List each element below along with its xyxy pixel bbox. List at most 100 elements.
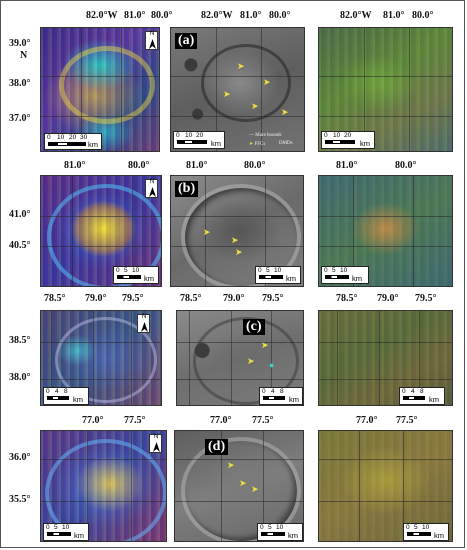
scale-tick: 10 (62, 524, 70, 531)
panel-d-ratio: 0 5 10 km (318, 430, 453, 542)
scale-tick: 4 (55, 388, 59, 395)
legend-ffcs: ➤ FFCs (249, 142, 266, 147)
ffc-arrow-icon: ➤ (239, 478, 247, 488)
scale-tick: 5 (124, 267, 128, 274)
grid-line (189, 311, 190, 405)
grid-line (263, 431, 264, 541)
legend-dmds: DMDs (279, 141, 293, 146)
scale-bar-d-mid: 0 5 10 km (257, 523, 303, 541)
panel-a-rgb-composite: N 0 10 20 30 km (40, 27, 160, 152)
scale-tick: 0 (324, 267, 328, 274)
grid-line (319, 216, 452, 217)
grid-line (319, 342, 452, 343)
grid-line (364, 28, 365, 151)
panel-b-rgb-composite: N 0 5 10 km (40, 175, 162, 287)
scale-unit: km (73, 395, 83, 404)
row-c-lon-3-mid: 79.5° (262, 293, 284, 304)
ffc-arrow-icon: ➤ (247, 356, 255, 366)
scale-tick: 0 (406, 524, 410, 531)
scale-bar-graphic (325, 140, 355, 144)
legend-ffcs-label: FFCs (254, 142, 266, 147)
grid-line (175, 459, 303, 460)
scale-tick: 0 (260, 524, 264, 531)
row-b-lon-2-left: 80.0° (128, 160, 150, 171)
grid-line (41, 76, 159, 77)
ffc-arrow-icon: ➤ (261, 340, 269, 350)
scale-unit: km (360, 139, 370, 148)
north-arrow-icon: N (149, 434, 162, 453)
row-b-lon-2-mid: 80.0° (244, 160, 266, 171)
scale-unit: km (429, 395, 439, 404)
panel-d-ratio-striping (319, 431, 452, 541)
dmd-marker-icon: ● (269, 360, 275, 370)
grid-line (131, 311, 132, 405)
grid-line (72, 176, 73, 286)
scale-tick: 20 (69, 134, 77, 141)
grid-line (205, 176, 206, 286)
row-c-lon-1-right: 78.5° (336, 293, 358, 304)
north-arrow-icon: N (145, 179, 158, 198)
scale-tick: 0 (46, 524, 50, 531)
scale-unit: km (74, 531, 84, 540)
row-b-lat-2: 40.5° (9, 240, 31, 251)
scale-tick: 0 (258, 267, 262, 274)
grid-line (171, 116, 304, 117)
scale-tick: 10 (57, 134, 65, 141)
row-a-lat-2: 38.0° (9, 78, 31, 89)
scale-tick: 0 (47, 134, 51, 141)
scale-unit: km (434, 531, 444, 540)
grid-line (171, 246, 303, 247)
scale-bar-graphic (259, 275, 283, 279)
scale-tick: 10 (132, 267, 140, 274)
grid-line (51, 311, 52, 405)
scale-bar-graphic (177, 140, 207, 144)
panel-c-gray-crater-rim (193, 317, 299, 405)
panel-a-ratio-striping (319, 28, 452, 151)
scale-tick: 10 (422, 524, 430, 531)
panel-label-d: (d) (205, 439, 229, 455)
grid-line (93, 311, 94, 405)
scale-bar-graphic (117, 275, 141, 279)
scale-bar-graphic (407, 532, 431, 536)
grid-line (409, 28, 410, 151)
row-c-lon-2-right: 79.0° (377, 293, 399, 304)
scale-bar-graphic (47, 532, 71, 536)
scale-bar-graphic (263, 396, 285, 400)
scale-bar-b-mid: 0 5 10 km (255, 266, 301, 284)
scale-tick: 8 (420, 388, 424, 395)
panel-label-a: (a) (175, 33, 198, 49)
grid-line (121, 28, 122, 151)
grid-line (177, 379, 303, 380)
scale-bar-d-left: 0 5 10 km (43, 523, 89, 541)
scale-unit: km (88, 140, 98, 149)
row-c-lon-1-left: 78.5° (44, 293, 66, 304)
grid-line (41, 216, 161, 217)
scale-bar-a-left: 0 10 20 30 km (44, 133, 102, 150)
scale-bar-c-mid: 0 4 8 km (259, 387, 303, 405)
panel-d-rgb-crater-rim (45, 439, 166, 541)
grid-line (81, 28, 82, 151)
scale-tick: 10 (333, 132, 341, 139)
grid-line (171, 76, 304, 77)
scale-unit: km (289, 395, 299, 404)
north-label: N (154, 434, 159, 440)
panel-a-ratio: 0 10 20 km (318, 27, 453, 152)
scale-unit: km (288, 531, 298, 540)
panel-c-rgb-composite: N 0 4 8 km (40, 310, 162, 406)
grid-line (41, 459, 166, 460)
row-c-lon-3-left: 79.5° (122, 293, 144, 304)
panel-c-rgb-crater-rim (55, 317, 157, 403)
legend-mare-bounds: — Mare bounds (249, 133, 282, 138)
panel-label-b: (b) (175, 181, 199, 197)
grid-line (216, 28, 217, 151)
scale-tick: 10 (340, 267, 348, 274)
panel-b-ratio: 0 5 10 km (318, 175, 453, 287)
legend-dmds-label: DMDs (279, 141, 293, 146)
scale-tick: 8 (64, 388, 68, 395)
grid-line (41, 501, 166, 502)
scale-bar-a-mid: 0 10 20 km (173, 131, 225, 149)
grid-line (41, 116, 159, 117)
panel-c-ratio: 0 4 8 km (318, 310, 453, 406)
grid-line (319, 116, 452, 117)
